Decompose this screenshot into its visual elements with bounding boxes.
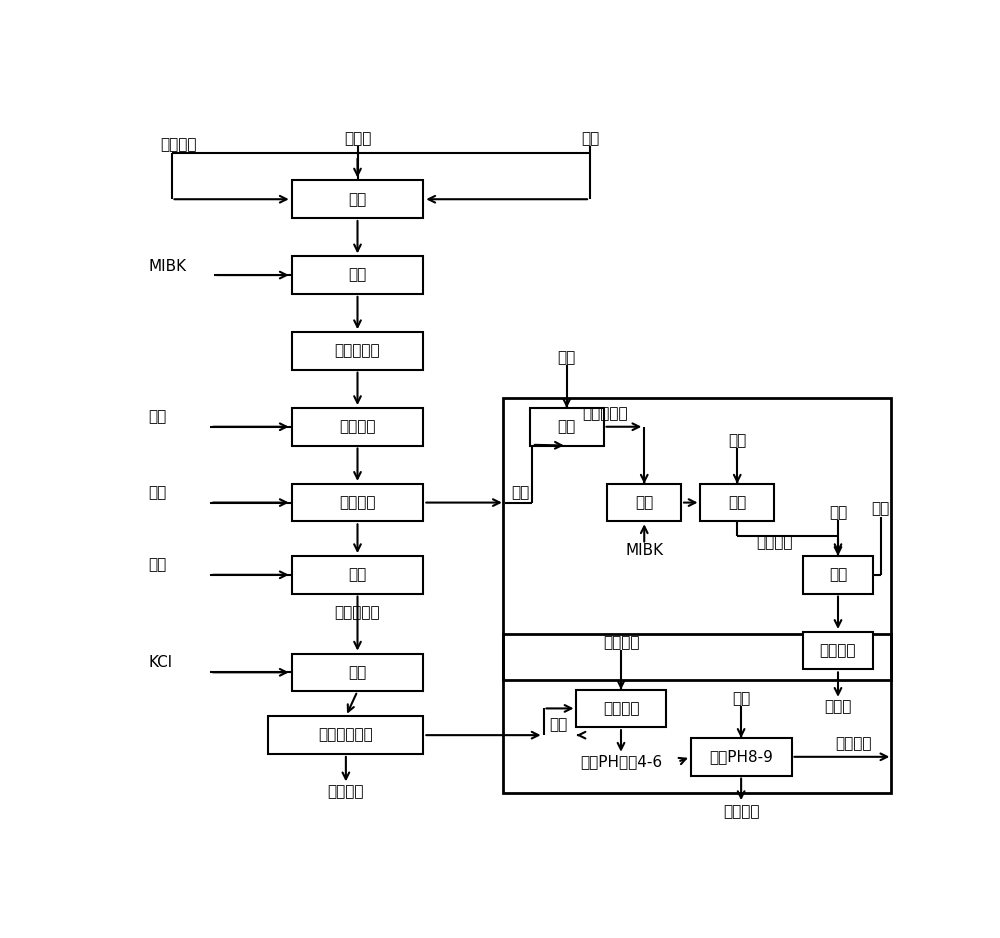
Bar xyxy=(268,717,423,754)
Text: 含氨废水: 含氨废水 xyxy=(835,736,872,751)
Text: 氨气: 氨气 xyxy=(732,690,750,705)
Text: 分解: 分解 xyxy=(348,191,367,206)
Bar xyxy=(292,332,423,370)
Bar xyxy=(292,180,423,218)
Text: KCl: KCl xyxy=(148,655,172,670)
Bar xyxy=(292,556,423,594)
Text: 含钽物料: 含钽物料 xyxy=(723,804,759,819)
Bar xyxy=(700,484,774,522)
Bar xyxy=(292,484,423,522)
Text: 氢氧化钠: 氢氧化钠 xyxy=(603,635,639,650)
Bar xyxy=(576,689,666,727)
Text: 纯水: 纯水 xyxy=(148,557,166,572)
Bar xyxy=(530,408,604,446)
Bar xyxy=(607,484,681,522)
Text: 铌液: 铌液 xyxy=(511,485,529,500)
Bar xyxy=(292,256,423,294)
Text: 含钽铌有机: 含钽铌有机 xyxy=(335,343,380,358)
Text: 反钽: 反钽 xyxy=(348,567,367,582)
Text: 冷却结晶分离: 冷却结晶分离 xyxy=(318,728,373,743)
Text: 硫酸: 硫酸 xyxy=(558,350,576,365)
Text: 氢氟酸: 氢氟酸 xyxy=(344,131,371,146)
Bar xyxy=(503,398,891,679)
Text: 中和PH8-9: 中和PH8-9 xyxy=(709,749,773,764)
Text: 硫酸: 硫酸 xyxy=(581,131,599,146)
Bar xyxy=(292,408,423,446)
Text: 硫酸: 硫酸 xyxy=(148,409,166,424)
Bar xyxy=(292,654,423,691)
Text: 酸液PH达到4-6: 酸液PH达到4-6 xyxy=(580,754,662,769)
Bar xyxy=(503,634,891,793)
Text: 萃取: 萃取 xyxy=(348,267,367,282)
Text: 合成: 合成 xyxy=(348,665,367,680)
Text: 含钽铌有机: 含钽铌有机 xyxy=(583,406,628,421)
Text: 硫酸: 硫酸 xyxy=(148,485,166,500)
Text: 中和: 中和 xyxy=(829,567,847,582)
Text: 氟钽酸钾: 氟钽酸钾 xyxy=(328,784,364,799)
Text: 氧化铌: 氧化铌 xyxy=(824,700,852,715)
Text: 含铌酸液: 含铌酸液 xyxy=(756,536,793,551)
Text: 纯水: 纯水 xyxy=(728,433,746,448)
Text: 钽铌原料: 钽铌原料 xyxy=(160,138,196,153)
Text: MIBK: MIBK xyxy=(148,259,186,274)
Text: 萃取: 萃取 xyxy=(635,495,653,510)
Bar xyxy=(803,556,873,594)
Text: 调酸: 调酸 xyxy=(558,419,576,434)
Text: 初步中和: 初步中和 xyxy=(603,701,639,716)
Text: 氨气: 氨气 xyxy=(872,502,890,517)
Text: 反萃: 反萃 xyxy=(728,495,746,510)
Text: 洗涤焙烧: 洗涤焙烧 xyxy=(820,643,856,658)
Bar xyxy=(803,632,873,670)
Text: 酸洗除杂: 酸洗除杂 xyxy=(339,419,376,434)
Text: 反铌提钽: 反铌提钽 xyxy=(339,495,376,510)
Text: 含钽的酸液: 含钽的酸液 xyxy=(335,605,380,620)
Text: MIBK: MIBK xyxy=(625,543,663,558)
Text: 母液: 母液 xyxy=(550,718,568,733)
Bar xyxy=(691,738,792,776)
Text: 氨气: 氨气 xyxy=(829,506,847,521)
